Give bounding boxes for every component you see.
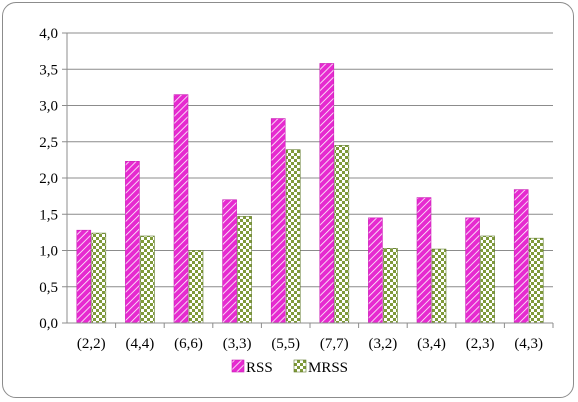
y-tick-label: 2,0 [39,171,58,187]
bar-mrss-9 [528,237,544,324]
bar-rss-1 [125,161,140,324]
bar-mrss-4 [285,149,301,324]
x-tick-label: (6,6) [174,336,203,352]
bars-group [76,63,544,324]
bar-rss-9 [513,189,529,324]
axes-group [62,32,554,328]
bar-mrss-6 [383,248,398,324]
bar-mrss-5 [334,145,350,324]
y-tick-label: 2,5 [39,135,58,151]
legend: RSS MRSS [231,359,348,376]
y-tick-label: 4,0 [39,26,58,42]
legend-swatch-rss [231,359,245,373]
bar-mrss-8 [480,235,495,324]
y-tick-label: 0,5 [39,280,58,296]
y-tick-labels: 0,0 0,5 1,0 1,5 2,0 2,5 3,0 3,5 4,0 [39,26,58,332]
bar-rss-6 [368,217,383,324]
bar-mrss-0 [91,232,107,324]
x-tick-label: (2,3) [466,336,495,352]
y-tick-label: 3,0 [39,99,58,115]
y-tick-label: 1,0 [39,244,58,260]
x-tick-label: (3,3) [223,336,252,352]
bar-rss-7 [416,197,432,324]
bar-rss-4 [270,118,286,324]
x-tick-label: (5,5) [271,336,300,352]
bar-rss-5 [319,63,335,324]
legend-swatch-mrss [293,359,307,373]
x-tick-label: (2,2) [77,336,106,352]
bar-mrss-3 [237,216,252,324]
bar-mrss-2 [188,250,204,324]
y-tick-label: 1,5 [39,207,58,223]
bar-rss-3 [222,199,237,324]
x-tick-label: (3,4) [417,336,446,352]
x-tick-label: (4,4) [126,336,155,352]
x-tick-label: (7,7) [320,336,349,352]
bar-rss-0 [76,229,92,324]
x-tick-label: (4,3) [514,336,543,352]
y-tick-label: 0,0 [39,316,58,332]
gridlines [67,32,553,288]
x-tick-label: (3,2) [369,336,398,352]
legend-label-rss: RSS [246,360,273,376]
x-tick-labels: (2,2) (4,4) (6,6) (3,3) (5,5) (7,7) (3,2) (3,4)… [77,336,543,352]
y-tick-label: 3,5 [39,62,58,78]
bar-mrss-7 [431,248,447,324]
legend-label-mrss: MRSS [308,360,348,376]
bar-mrss-1 [140,235,155,324]
bar-rss-2 [173,94,189,324]
bar-rss-8 [465,217,480,324]
